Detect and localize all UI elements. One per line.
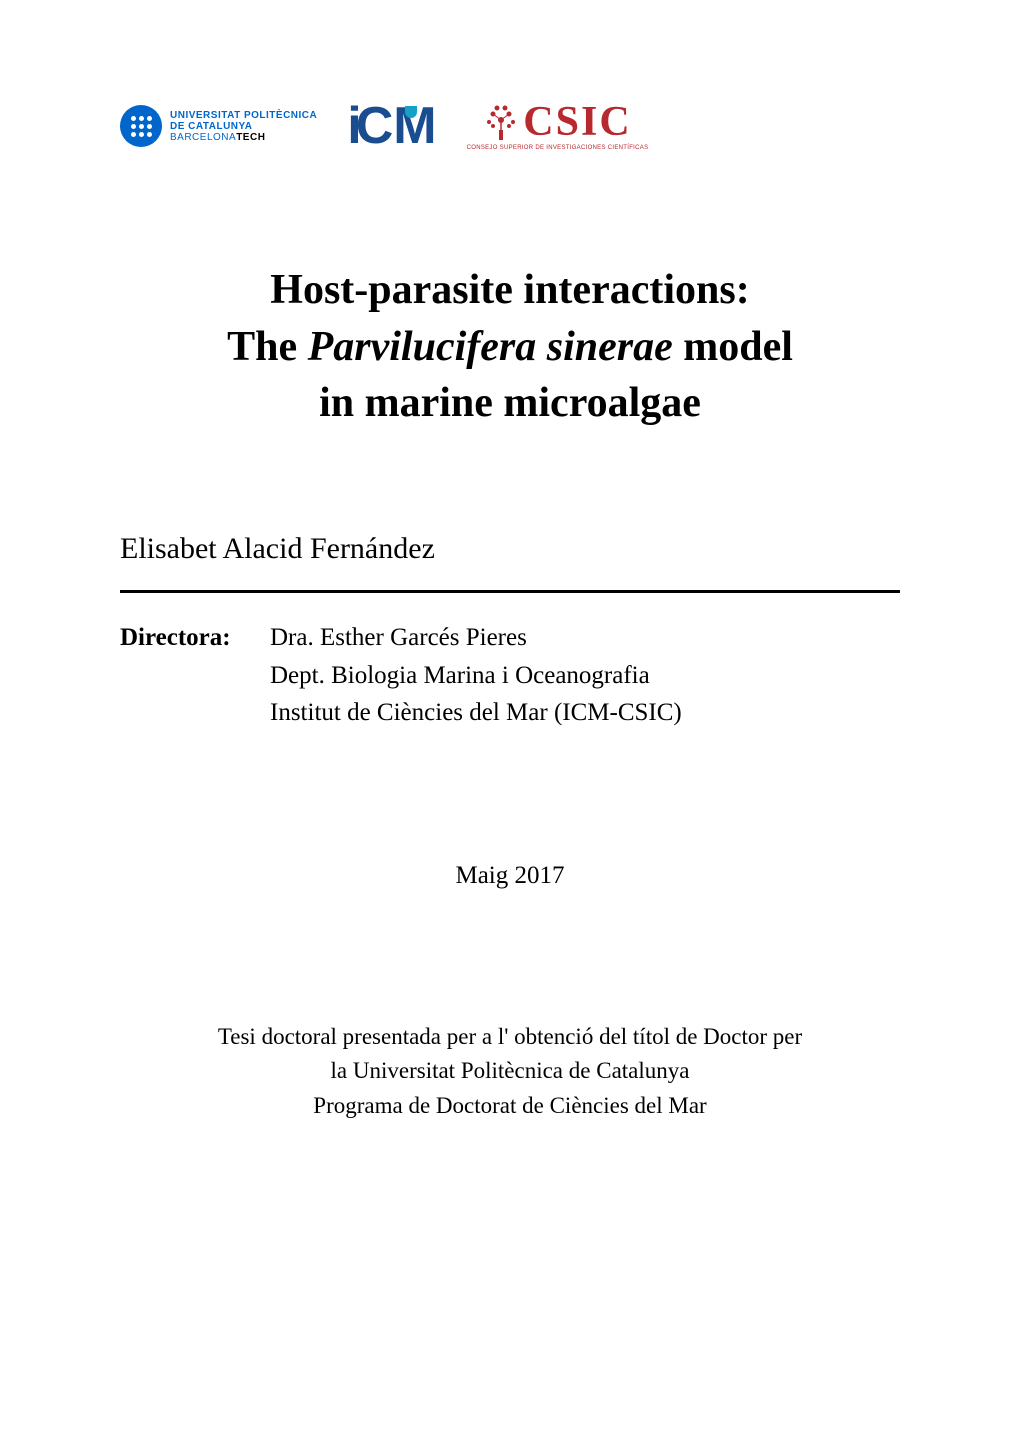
csic-subtitle: CONSEJO SUPERIOR DE INVESTIGACIONES CIEN…: [467, 145, 649, 151]
upc-line1: UNIVERSITAT POLITÈCNICA: [170, 110, 317, 121]
director-block: Directora: Dra. Esther Garcés Pieres Dep…: [120, 619, 900, 732]
title-line3: in marine microalgae: [120, 375, 900, 432]
title-line1: Host-parasite interactions:: [120, 262, 900, 319]
author-name: Elisabet Alacid Fernández: [120, 532, 900, 566]
thesis-title: Host-parasite interactions: The Parviluc…: [120, 262, 900, 432]
icm-letter-c: C: [356, 100, 394, 152]
icm-letter-m: M: [393, 100, 436, 152]
csic-logo: CSIC CONSEJO SUPERIOR DE INVESTIGACIONES…: [467, 101, 649, 151]
upc-text: UNIVERSITAT POLITÈCNICA DE CATALUNYA BAR…: [170, 110, 317, 143]
thesis-date: Maig 2017: [120, 862, 900, 890]
director-dept: Dept. Biologia Marina i Oceanografia: [270, 657, 900, 695]
upc-line3: BARCELONATECH: [170, 132, 317, 143]
upc-circle-icon: [120, 105, 162, 147]
logo-row: UNIVERSITAT POLITÈCNICA DE CATALUNYA BAR…: [120, 100, 900, 152]
upc-line2: DE CATALUNYA: [170, 121, 317, 132]
title-line2: The Parvilucifera sinerae model: [120, 319, 900, 376]
footer-line1: Tesi doctoral presentada per a l' obtenc…: [120, 1020, 900, 1055]
divider-line: [120, 590, 900, 593]
icm-logo: i C M: [347, 100, 436, 152]
director-name: Dra. Esther Garcés Pieres: [270, 619, 900, 657]
csic-text: CSIC: [523, 101, 631, 143]
upc-logo: UNIVERSITAT POLITÈCNICA DE CATALUNYA BAR…: [120, 105, 317, 147]
footer-line3: Programa de Doctorat de Ciències del Mar: [120, 1089, 900, 1124]
director-label: Directora:: [120, 619, 270, 732]
csic-tree-icon: [483, 102, 519, 142]
director-institute: Institut de Ciències del Mar (ICM-CSIC): [270, 694, 900, 732]
footer-line2: la Universitat Politècnica de Catalunya: [120, 1054, 900, 1089]
footer-block: Tesi doctoral presentada per a l' obtenc…: [120, 1020, 900, 1124]
